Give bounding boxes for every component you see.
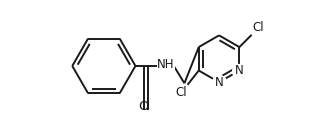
Text: NH: NH <box>157 58 175 71</box>
Text: N: N <box>235 64 244 77</box>
Text: N: N <box>215 76 223 89</box>
Text: Cl: Cl <box>253 21 264 34</box>
Text: Cl: Cl <box>175 86 186 99</box>
Text: O: O <box>138 100 149 113</box>
